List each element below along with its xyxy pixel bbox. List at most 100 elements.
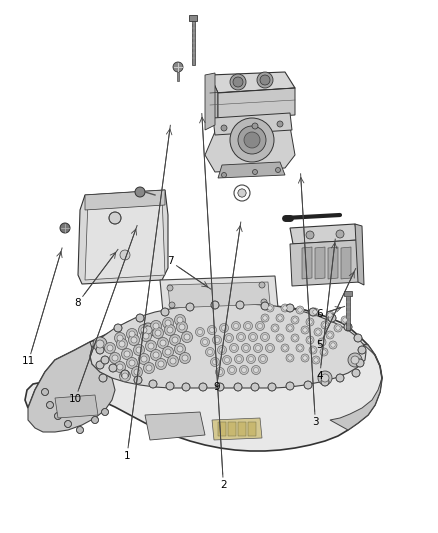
Circle shape — [276, 167, 280, 173]
Polygon shape — [212, 418, 262, 440]
Circle shape — [208, 326, 216, 335]
Circle shape — [326, 311, 334, 319]
Circle shape — [271, 324, 279, 332]
Circle shape — [238, 189, 246, 197]
Circle shape — [145, 341, 156, 351]
Circle shape — [311, 348, 315, 352]
Polygon shape — [330, 344, 382, 430]
Circle shape — [266, 304, 274, 312]
Circle shape — [252, 123, 258, 129]
Circle shape — [244, 132, 260, 148]
Polygon shape — [218, 162, 285, 178]
Circle shape — [283, 346, 287, 350]
Circle shape — [134, 369, 140, 375]
Circle shape — [308, 338, 312, 342]
Circle shape — [218, 345, 226, 354]
Circle shape — [251, 383, 259, 391]
Circle shape — [99, 374, 107, 382]
Circle shape — [261, 299, 267, 305]
Circle shape — [309, 346, 317, 354]
Circle shape — [251, 335, 255, 340]
Circle shape — [237, 333, 246, 342]
Circle shape — [314, 328, 322, 336]
Circle shape — [64, 421, 71, 427]
Circle shape — [134, 344, 145, 356]
Text: 4: 4 — [316, 371, 323, 381]
Circle shape — [320, 340, 324, 344]
Circle shape — [336, 230, 344, 238]
Circle shape — [247, 354, 255, 364]
Circle shape — [77, 426, 84, 433]
Circle shape — [129, 331, 135, 337]
Circle shape — [225, 358, 230, 362]
Circle shape — [199, 383, 207, 391]
Circle shape — [230, 343, 239, 352]
Circle shape — [146, 365, 152, 371]
Circle shape — [211, 358, 219, 367]
Circle shape — [144, 326, 152, 334]
Circle shape — [161, 308, 169, 316]
Circle shape — [261, 333, 269, 342]
Circle shape — [328, 333, 332, 337]
Circle shape — [296, 306, 304, 314]
Circle shape — [308, 320, 312, 324]
Circle shape — [173, 62, 183, 72]
Circle shape — [303, 356, 307, 360]
Circle shape — [152, 327, 163, 338]
Circle shape — [336, 326, 340, 330]
Circle shape — [301, 326, 309, 334]
Circle shape — [331, 343, 335, 347]
Circle shape — [240, 366, 248, 375]
Polygon shape — [55, 395, 98, 418]
Polygon shape — [341, 247, 351, 279]
Circle shape — [278, 316, 282, 320]
Circle shape — [170, 358, 176, 364]
Circle shape — [208, 350, 212, 354]
Circle shape — [313, 310, 317, 314]
Circle shape — [348, 353, 362, 367]
Circle shape — [260, 75, 270, 85]
Circle shape — [158, 361, 164, 367]
Circle shape — [165, 349, 171, 355]
Circle shape — [162, 346, 173, 358]
Circle shape — [148, 343, 154, 349]
Circle shape — [128, 335, 139, 345]
Circle shape — [202, 340, 208, 344]
Circle shape — [230, 118, 274, 162]
Polygon shape — [355, 224, 364, 285]
Circle shape — [291, 334, 299, 342]
Circle shape — [93, 337, 107, 351]
Circle shape — [316, 330, 320, 334]
Circle shape — [170, 335, 180, 345]
Circle shape — [215, 337, 219, 343]
Circle shape — [114, 361, 126, 373]
Circle shape — [352, 369, 360, 377]
Circle shape — [314, 358, 318, 362]
Circle shape — [261, 302, 269, 310]
Circle shape — [326, 331, 334, 339]
Circle shape — [42, 389, 49, 395]
Circle shape — [101, 356, 109, 364]
Circle shape — [172, 337, 178, 343]
Circle shape — [237, 357, 241, 361]
Circle shape — [281, 304, 289, 312]
Circle shape — [120, 250, 130, 260]
Text: 8: 8 — [74, 298, 81, 308]
Circle shape — [127, 358, 138, 368]
Circle shape — [268, 306, 272, 310]
Circle shape — [120, 370, 131, 382]
Circle shape — [239, 335, 244, 340]
Polygon shape — [85, 195, 165, 280]
Circle shape — [230, 367, 234, 373]
Circle shape — [105, 343, 116, 353]
Circle shape — [312, 356, 320, 364]
Circle shape — [351, 356, 359, 364]
Circle shape — [234, 354, 244, 364]
Circle shape — [262, 335, 268, 340]
Circle shape — [255, 345, 261, 351]
Circle shape — [195, 327, 205, 336]
Circle shape — [238, 126, 266, 154]
Circle shape — [96, 346, 104, 354]
Circle shape — [328, 313, 332, 317]
Circle shape — [107, 345, 113, 351]
